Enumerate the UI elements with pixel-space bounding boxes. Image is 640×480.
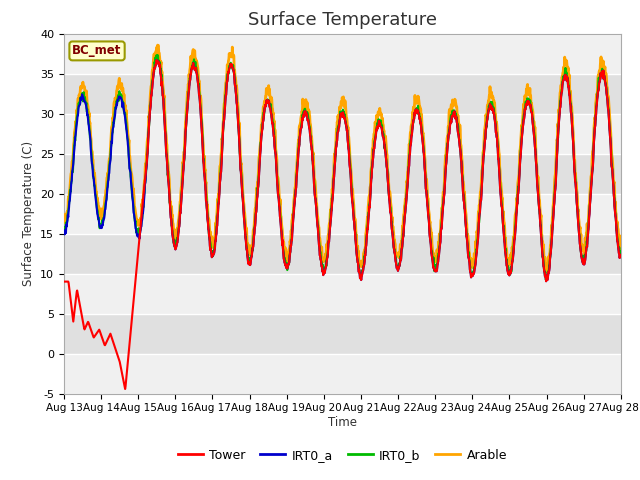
IRT0_a: [542, 278, 550, 284]
Tower: [247, 257, 255, 263]
Bar: [64, 34, 621, 73]
Title: Surface Temperature: Surface Temperature: [248, 11, 437, 29]
Arable: [246, 248, 254, 254]
Tower: [185, 90, 193, 96]
Arable: [617, 245, 625, 251]
Line: IRT0_a: IRT0_a: [64, 60, 621, 281]
Tower: [152, 57, 160, 63]
Line: Arable: Arable: [64, 45, 621, 272]
Tower: [172, 244, 179, 250]
IRT0_b: [617, 251, 625, 257]
Bar: [64, 73, 621, 114]
IRT0_b: [171, 244, 179, 250]
IRT0_b: [60, 224, 68, 230]
IRT0_b: [502, 254, 509, 260]
Arable: [154, 42, 161, 48]
IRT0_a: [60, 228, 68, 234]
IRT0_b: [154, 52, 161, 58]
Bar: [64, 154, 621, 193]
Tower: [60, 279, 68, 285]
Text: BC_met: BC_met: [72, 44, 122, 58]
IRT0_a: [502, 253, 509, 259]
IRT0_a: [617, 253, 625, 259]
X-axis label: Time: Time: [328, 416, 357, 429]
IRT0_a: [171, 244, 179, 250]
Arable: [184, 81, 192, 87]
Legend: Tower, IRT0_a, IRT0_b, Arable: Tower, IRT0_a, IRT0_b, Arable: [173, 444, 512, 467]
IRT0_a: [552, 186, 559, 192]
Arable: [60, 219, 68, 225]
IRT0_b: [246, 255, 254, 261]
IRT0_b: [184, 92, 192, 97]
Arable: [429, 250, 437, 255]
IRT0_a: [152, 57, 160, 63]
IRT0_a: [429, 264, 437, 270]
Bar: [64, 313, 621, 354]
Tower: [122, 386, 129, 392]
Bar: [64, 354, 621, 394]
Bar: [64, 193, 621, 234]
IRT0_b: [552, 183, 559, 189]
Tower: [617, 253, 625, 259]
Arable: [502, 244, 509, 250]
Line: IRT0_b: IRT0_b: [64, 55, 621, 280]
Tower: [429, 265, 437, 271]
Bar: [64, 234, 621, 274]
Bar: [64, 274, 621, 313]
Arable: [171, 233, 179, 239]
IRT0_a: [246, 261, 254, 267]
IRT0_a: [184, 96, 192, 102]
Arable: [541, 269, 549, 275]
Tower: [552, 186, 559, 192]
IRT0_b: [542, 277, 550, 283]
Bar: [64, 114, 621, 154]
Arable: [552, 171, 559, 177]
Tower: [502, 258, 510, 264]
Y-axis label: Surface Temperature (C): Surface Temperature (C): [22, 141, 35, 286]
Line: Tower: Tower: [64, 60, 621, 389]
IRT0_b: [429, 261, 437, 267]
